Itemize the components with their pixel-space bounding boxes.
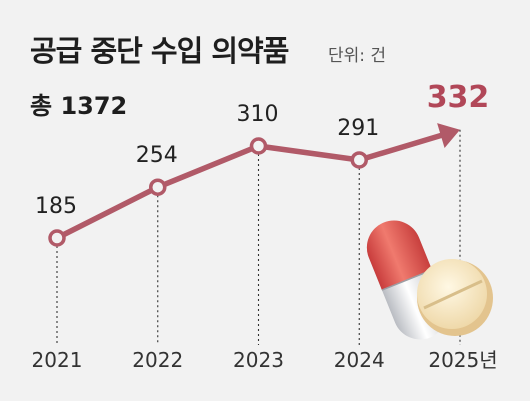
data-point-2023 [249,137,268,155]
data-label-2025년: 332 [427,80,490,115]
tablet-icon [417,259,493,336]
x-tick-2021: 2021 [32,348,83,372]
x-tick-2022: 2022 [132,348,183,372]
x-axis-ticks: 2021 2022 2023 2024 2025년 [32,348,498,372]
unit-label: 단위: 건 [328,46,387,66]
data-labels: 185 254 310 291 332 [35,80,489,219]
total-value: 1372 [60,92,128,120]
data-label-2021: 185 [35,194,77,219]
data-points [48,137,368,247]
guide-lines [56,129,461,345]
total-count: 총 1372 [30,86,127,121]
total-label: 총 [30,92,53,120]
x-tick-2023: 2023 [233,348,284,372]
data-point-2024 [350,151,368,169]
arrow-head [437,123,460,148]
x-tick-2025년: 2025년 [428,348,497,372]
data-point-2022 [149,178,167,196]
data-label-2022: 254 [136,143,178,168]
data-point-2021 [48,229,66,247]
data-label-2023: 310 [237,102,279,127]
x-tick-2024: 2024 [334,348,385,372]
series-path [54,132,444,241]
data-label-2024: 291 [337,116,379,141]
chart-title: 공급 중단 수입 의약품 [30,34,289,68]
